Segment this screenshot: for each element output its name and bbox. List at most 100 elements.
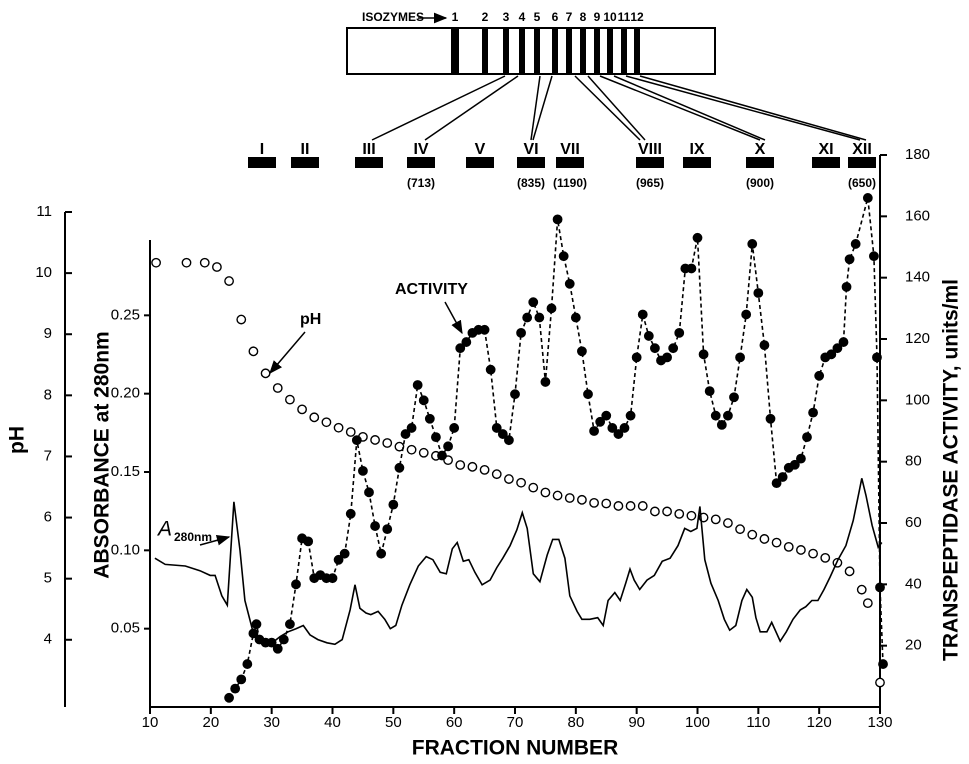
ph-point bbox=[182, 259, 190, 267]
absorbance-tick-label: 0.10 bbox=[111, 541, 140, 558]
ph-point bbox=[748, 530, 756, 538]
activity-point bbox=[736, 353, 744, 361]
ph-point bbox=[493, 470, 501, 478]
activity-point bbox=[687, 264, 695, 272]
ph-tick-label: 11 bbox=[36, 203, 52, 220]
ph-point bbox=[626, 502, 634, 510]
ph-point bbox=[420, 449, 428, 457]
fraction-group-label: XI bbox=[818, 141, 833, 158]
activity-point bbox=[359, 467, 367, 475]
ph-point bbox=[517, 479, 525, 487]
series-annotation-subscript: 280nm bbox=[174, 530, 212, 544]
isozyme-number: 11 bbox=[618, 10, 631, 24]
isozyme-number: 8 bbox=[580, 10, 587, 24]
activity-point bbox=[632, 353, 640, 361]
fraction-group-bar bbox=[291, 157, 319, 168]
ph-point bbox=[334, 424, 342, 432]
absorbance-tick-label: 0.20 bbox=[111, 385, 140, 402]
activity-point bbox=[480, 326, 488, 334]
annotation-arrow bbox=[445, 302, 462, 333]
activity-point bbox=[252, 620, 260, 628]
activity-point bbox=[730, 393, 738, 401]
chart: ISOZYMES 123456789101112IIIIIIIV(713)VVI… bbox=[0, 0, 969, 764]
fraction-group-bar bbox=[812, 157, 840, 168]
isozyme-band bbox=[607, 28, 613, 74]
ph-tick-label: 9 bbox=[44, 325, 52, 342]
fraction-group-activity: (713) bbox=[407, 176, 435, 190]
isozyme-band bbox=[503, 28, 509, 74]
activity-point bbox=[535, 313, 543, 321]
fraction-group-label: VI bbox=[523, 141, 538, 158]
activity-point bbox=[395, 464, 403, 472]
ph-point bbox=[876, 678, 884, 686]
activity-point bbox=[809, 408, 817, 416]
activity-point bbox=[572, 313, 580, 321]
ph-tick-label: 4 bbox=[44, 631, 52, 648]
activity-point bbox=[645, 332, 653, 340]
isozyme-number: 6 bbox=[552, 10, 559, 24]
x-tick-label: 70 bbox=[507, 714, 524, 731]
activity-tick-label: 180 bbox=[905, 146, 930, 163]
activity-point bbox=[584, 390, 592, 398]
isozyme-band bbox=[451, 28, 459, 74]
ph-point bbox=[858, 585, 866, 593]
activity-point bbox=[371, 522, 379, 530]
activity-point bbox=[340, 549, 348, 557]
activity-point bbox=[347, 510, 355, 518]
ph-point bbox=[468, 463, 476, 471]
isozyme-number: 4 bbox=[519, 10, 526, 24]
ph-point bbox=[687, 512, 695, 520]
fraction-group-label: XII bbox=[852, 141, 872, 158]
activity-point bbox=[444, 442, 452, 450]
ph-point bbox=[480, 466, 488, 474]
x-tick-label: 50 bbox=[385, 714, 402, 731]
ph-point bbox=[663, 507, 671, 515]
activity-tick-label: 80 bbox=[905, 453, 922, 470]
activity-tick-label: 120 bbox=[905, 330, 930, 347]
ph-point bbox=[152, 259, 160, 267]
isozyme-number: 5 bbox=[534, 10, 541, 24]
activity-point bbox=[699, 350, 707, 358]
ph-point bbox=[541, 488, 549, 496]
fraction-group-bar bbox=[355, 157, 383, 168]
ph-point bbox=[760, 535, 768, 543]
activity-point bbox=[693, 234, 701, 242]
activity-point bbox=[231, 684, 239, 692]
isozyme-band bbox=[519, 28, 525, 74]
activity-point bbox=[873, 353, 881, 361]
activity-point bbox=[237, 675, 245, 683]
annotation-arrow bbox=[270, 332, 305, 373]
activity-point bbox=[724, 411, 732, 419]
ph-point bbox=[237, 315, 245, 323]
x-tick-label: 120 bbox=[807, 714, 832, 731]
activity-point bbox=[383, 525, 391, 533]
activity-point bbox=[553, 215, 561, 223]
ph-axis-title: pH bbox=[6, 426, 29, 454]
fraction-group-bar bbox=[556, 157, 584, 168]
ph-point bbox=[845, 567, 853, 575]
activity-point bbox=[766, 415, 774, 423]
ph-tick-label: 6 bbox=[44, 509, 52, 526]
connectors bbox=[372, 76, 866, 140]
absorbance-tick-label: 0.15 bbox=[111, 463, 140, 480]
ph-point bbox=[456, 461, 464, 469]
activity-point bbox=[620, 424, 628, 432]
activity-point bbox=[462, 338, 470, 346]
isozyme-band bbox=[482, 28, 488, 74]
isozyme-band bbox=[594, 28, 600, 74]
absorbance-tick-label: 0.25 bbox=[111, 306, 140, 323]
series-annotation: pH bbox=[300, 311, 321, 328]
fraction-group-bar bbox=[517, 157, 545, 168]
isozyme-number: 3 bbox=[503, 10, 510, 24]
activity-point bbox=[870, 252, 878, 260]
isozyme-number: 10 bbox=[603, 10, 617, 24]
activity-point bbox=[450, 424, 458, 432]
ph-point bbox=[347, 428, 355, 436]
fraction-group-activity: (900) bbox=[746, 176, 774, 190]
activity-point bbox=[529, 298, 537, 306]
activity-point bbox=[243, 660, 251, 668]
activity-point bbox=[389, 500, 397, 508]
activity-axis-title: TRANSPEPTIDASE ACTIVITY, units/ml bbox=[940, 279, 963, 661]
activity-point bbox=[797, 454, 805, 462]
activity-point bbox=[523, 313, 531, 321]
